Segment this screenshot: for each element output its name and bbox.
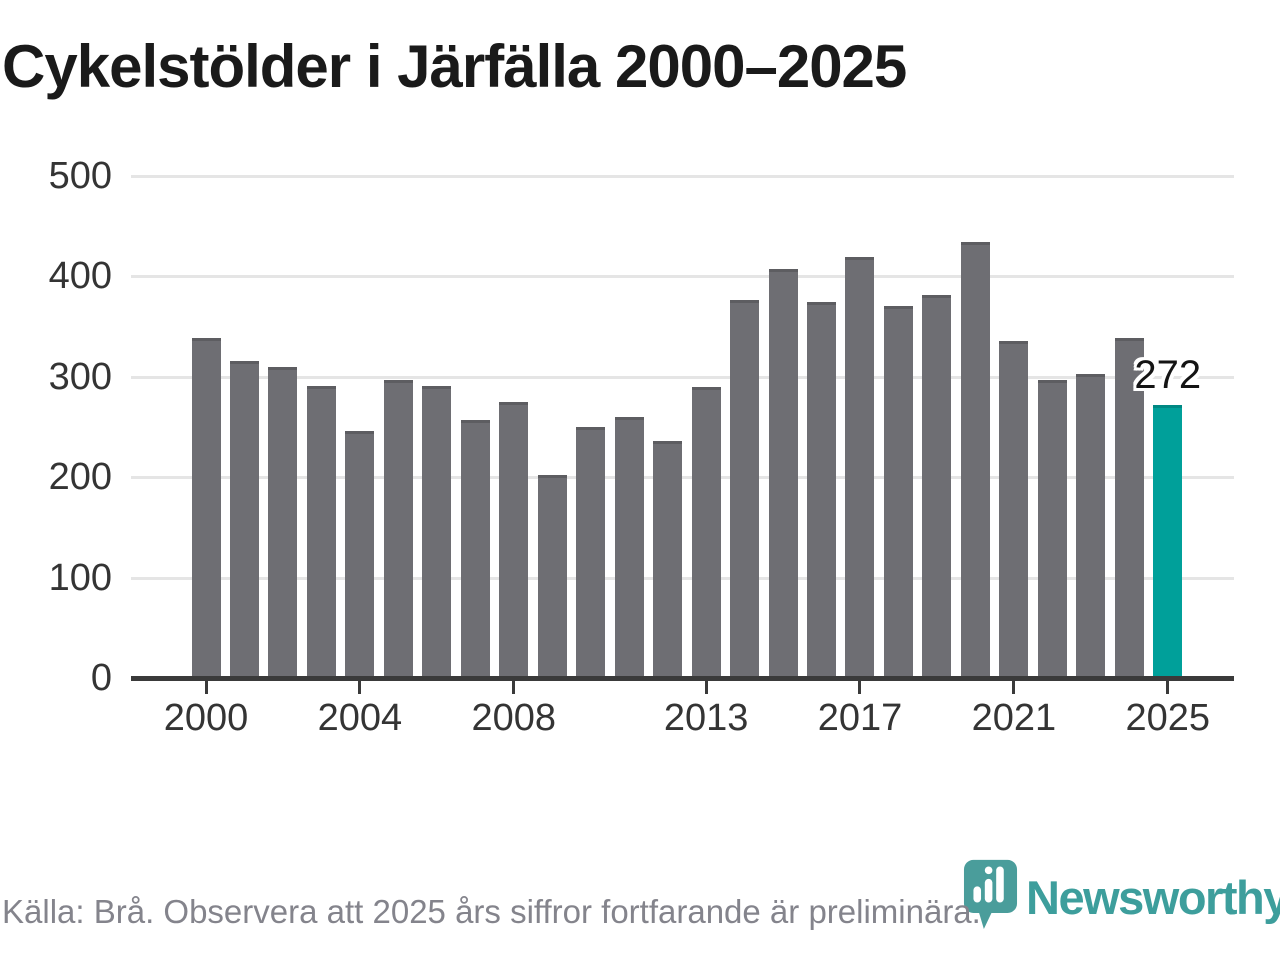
x-tick-2000 — [204, 681, 208, 694]
gridline-300 — [131, 375, 1234, 379]
x-axis-label-2017: 2017 — [817, 697, 903, 739]
x-tick-2004 — [358, 681, 362, 694]
bar-2014 — [730, 300, 760, 678]
page-title: Cykelstölder i Järfälla 2000–2025 — [2, 33, 907, 100]
bar-2023 — [1076, 373, 1106, 678]
bar-2008 — [499, 401, 529, 678]
bar-2000 — [191, 337, 221, 678]
x-tick-2017 — [858, 681, 862, 694]
y-axis-label-300: 300 — [48, 355, 112, 398]
bar-2002 — [268, 366, 298, 678]
bar-2021 — [999, 340, 1029, 678]
x-axis-label-2021: 2021 — [971, 697, 1057, 739]
bar-2004 — [345, 431, 375, 678]
x-tick-2021 — [1012, 681, 1016, 694]
x-tick-2013 — [704, 681, 708, 694]
y-axis-label-100: 100 — [48, 556, 112, 599]
gridline-400 — [131, 275, 1234, 279]
y-axis-label-400: 400 — [48, 255, 112, 298]
y-axis-label-200: 200 — [48, 456, 112, 499]
gridline-100 — [131, 576, 1234, 580]
bar-2015 — [768, 269, 798, 678]
bar-2018 — [883, 305, 913, 678]
bar-2005 — [383, 379, 413, 678]
bar-2013 — [691, 386, 721, 678]
bar-2011 — [614, 416, 644, 678]
x-axis-label-2025: 2025 — [1125, 697, 1211, 739]
x-axis-line — [131, 676, 1234, 681]
x-tick-2025 — [1166, 681, 1170, 694]
gridline-200 — [131, 476, 1234, 480]
bar-2007 — [460, 419, 490, 678]
bar-2022 — [1037, 379, 1067, 678]
bar-2017 — [845, 257, 875, 678]
x-axis-label-2000: 2000 — [163, 697, 249, 739]
bar-2003 — [306, 385, 336, 678]
y-axis-label-0: 0 — [90, 657, 112, 699]
x-axis-label-2013: 2013 — [663, 697, 749, 739]
bar-2012 — [653, 441, 683, 678]
bar-2020 — [960, 242, 990, 678]
newsworthy-wordmark: Newsworthy — [1026, 871, 1280, 924]
bar-2001 — [229, 360, 259, 678]
bar-2024 — [1114, 337, 1144, 678]
bar-2009 — [537, 475, 567, 678]
y-axis-label-500: 500 — [48, 155, 112, 197]
bar-2025 — [1153, 404, 1183, 678]
bar-2010 — [576, 427, 606, 678]
x-axis-label-2004: 2004 — [317, 697, 403, 739]
newsworthy-logo: Newsworthy — [960, 856, 1280, 946]
gridline-500 — [131, 175, 1234, 178]
bar-2016 — [807, 301, 837, 678]
x-axis-label-2008: 2008 — [471, 697, 557, 739]
bar-2019 — [922, 295, 952, 678]
source-note: Källa: Brå. Observera att 2025 års siffr… — [2, 893, 981, 930]
value-label-highlight: 272 — [1134, 352, 1202, 397]
bar-2006 — [422, 385, 452, 678]
bar-chart: 0 100 200 300 400 500 2000 2004 2008 2013 2017 2021… — [48, 155, 1234, 739]
x-tick-2008 — [512, 681, 516, 694]
newsworthy-logo-icon — [963, 859, 1018, 930]
